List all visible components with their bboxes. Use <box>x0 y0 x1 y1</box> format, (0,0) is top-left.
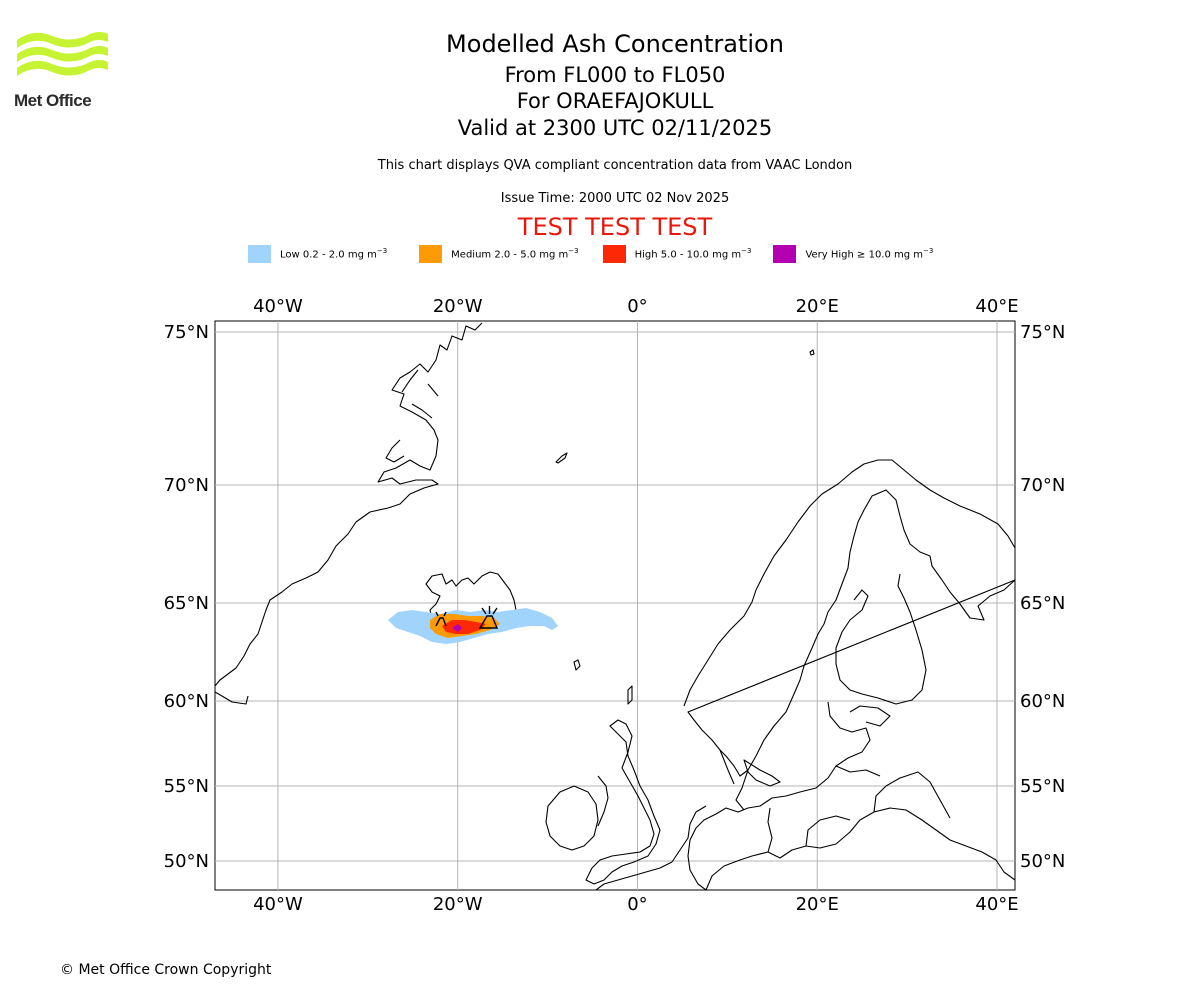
legend-swatch-high <box>602 245 626 263</box>
lat-tick-label-right: 70°N <box>1020 475 1065 496</box>
lon-tick-label-top: 40°W <box>253 296 303 317</box>
greenland-fjords <box>385 369 439 463</box>
lat-tick-label-left: 60°N <box>164 691 209 712</box>
lon-tick-label-bottom: 20°E <box>796 894 839 915</box>
legend-swatch-low <box>248 245 271 263</box>
netherlands-coastline <box>671 805 707 863</box>
continent-borders <box>705 749 1016 891</box>
latitude-ticks-left: 75°N 70°N 65°N 60°N 55°N 50°N <box>164 322 209 872</box>
flight-level-range: From FL000 to FL050 <box>504 63 726 87</box>
lat-tick-label-left: 50°N <box>164 851 209 872</box>
map-gridlines <box>215 321 1015 890</box>
chart-title: Modelled Ash Concentration <box>446 30 784 58</box>
concentration-legend: Low 0.2 - 2.0 mg m−3 Medium 2.0 - 5.0 mg… <box>248 244 933 264</box>
faroe-coastline <box>573 659 581 671</box>
legend-item-very-high: Very High ≥ 10.0 mg m−3 <box>773 245 933 263</box>
met-office-logo-icon <box>17 32 108 76</box>
met-office-logo-text: Met Office <box>14 91 92 110</box>
longitude-ticks-bottom: 40°W 20°W 0° 20°E 40°E <box>253 894 1019 915</box>
ash-plume-very-high <box>452 624 462 632</box>
lat-tick-label-left: 75°N <box>164 322 209 343</box>
lat-tick-label-right: 60°N <box>1020 691 1065 712</box>
issue-time: Issue Time: 2000 UTC 02 Nov 2025 <box>500 191 730 206</box>
lon-tick-label-top: 20°E <box>796 296 839 317</box>
legend-item-high: High 5.0 - 10.0 mg m−3 <box>602 245 752 263</box>
ireland-coastline <box>545 785 599 851</box>
legend-label-very-high: Very High ≥ 10.0 mg m−3 <box>805 247 934 261</box>
ash-plume-high <box>442 620 486 634</box>
lat-tick-label-right: 55°N <box>1020 776 1065 797</box>
lon-tick-label-bottom: 40°E <box>975 894 1018 915</box>
map-frame <box>214 320 1016 891</box>
shetland-coastline <box>627 685 633 705</box>
greenland-coastline <box>214 322 483 705</box>
lat-tick-label-right: 65°N <box>1020 593 1065 614</box>
france-coastline <box>595 861 673 891</box>
lon-tick-label-bottom: 0° <box>627 894 647 915</box>
scandinavia-coastline <box>683 459 1016 777</box>
baltic-coastline <box>687 701 891 891</box>
lon-tick-label-top: 0° <box>627 296 647 317</box>
lon-tick-label-bottom: 40°W <box>253 894 303 915</box>
lon-tick-label-top: 20°W <box>433 296 483 317</box>
legend-swatch-very-high <box>773 245 797 263</box>
valid-time: Valid at 2300 UTC 02/11/2025 <box>457 116 773 140</box>
lat-tick-label-left: 65°N <box>164 593 209 614</box>
jan-mayen-coastline <box>555 452 568 464</box>
lat-tick-label-left: 55°N <box>164 776 209 797</box>
legend-item-medium: Medium 2.0 - 5.0 mg m−3 <box>419 245 579 263</box>
lon-tick-label-top: 40°E <box>975 296 1018 317</box>
lat-tick-label-right: 75°N <box>1020 322 1065 343</box>
volcano-icon <box>435 606 499 629</box>
ash-plume <box>388 608 558 644</box>
legend-label-medium: Medium 2.0 - 5.0 mg m−3 <box>451 247 579 261</box>
legend-label-high: High 5.0 - 10.0 mg m−3 <box>634 247 752 261</box>
volcano-name: For ORAEFAJOKULL <box>516 89 714 113</box>
test-banner: TEST TEST TEST <box>517 213 713 241</box>
longitude-ticks-top: 40°W 20°W 0° 20°E 40°E <box>253 296 1019 317</box>
legend-item-low: Low 0.2 - 2.0 mg m−3 <box>248 245 387 263</box>
great-britain-coastline <box>585 719 661 885</box>
finland-coastline <box>835 573 927 705</box>
legend-swatch-medium <box>419 245 443 263</box>
latitude-ticks-right: 75°N 70°N 65°N 60°N 55°N 50°N <box>1020 322 1065 872</box>
lon-tick-label-bottom: 20°W <box>433 894 483 915</box>
copyright-notice: © Met Office Crown Copyright <box>60 962 272 978</box>
svalbard-coastline <box>809 349 815 356</box>
lat-tick-label-left: 70°N <box>164 475 209 496</box>
lat-tick-label-right: 50°N <box>1020 851 1065 872</box>
denmark-coastline <box>743 759 781 787</box>
legend-label-low: Low 0.2 - 2.0 mg m−3 <box>280 247 388 261</box>
chart-subtitle: This chart displays QVA compliant concen… <box>377 158 853 173</box>
